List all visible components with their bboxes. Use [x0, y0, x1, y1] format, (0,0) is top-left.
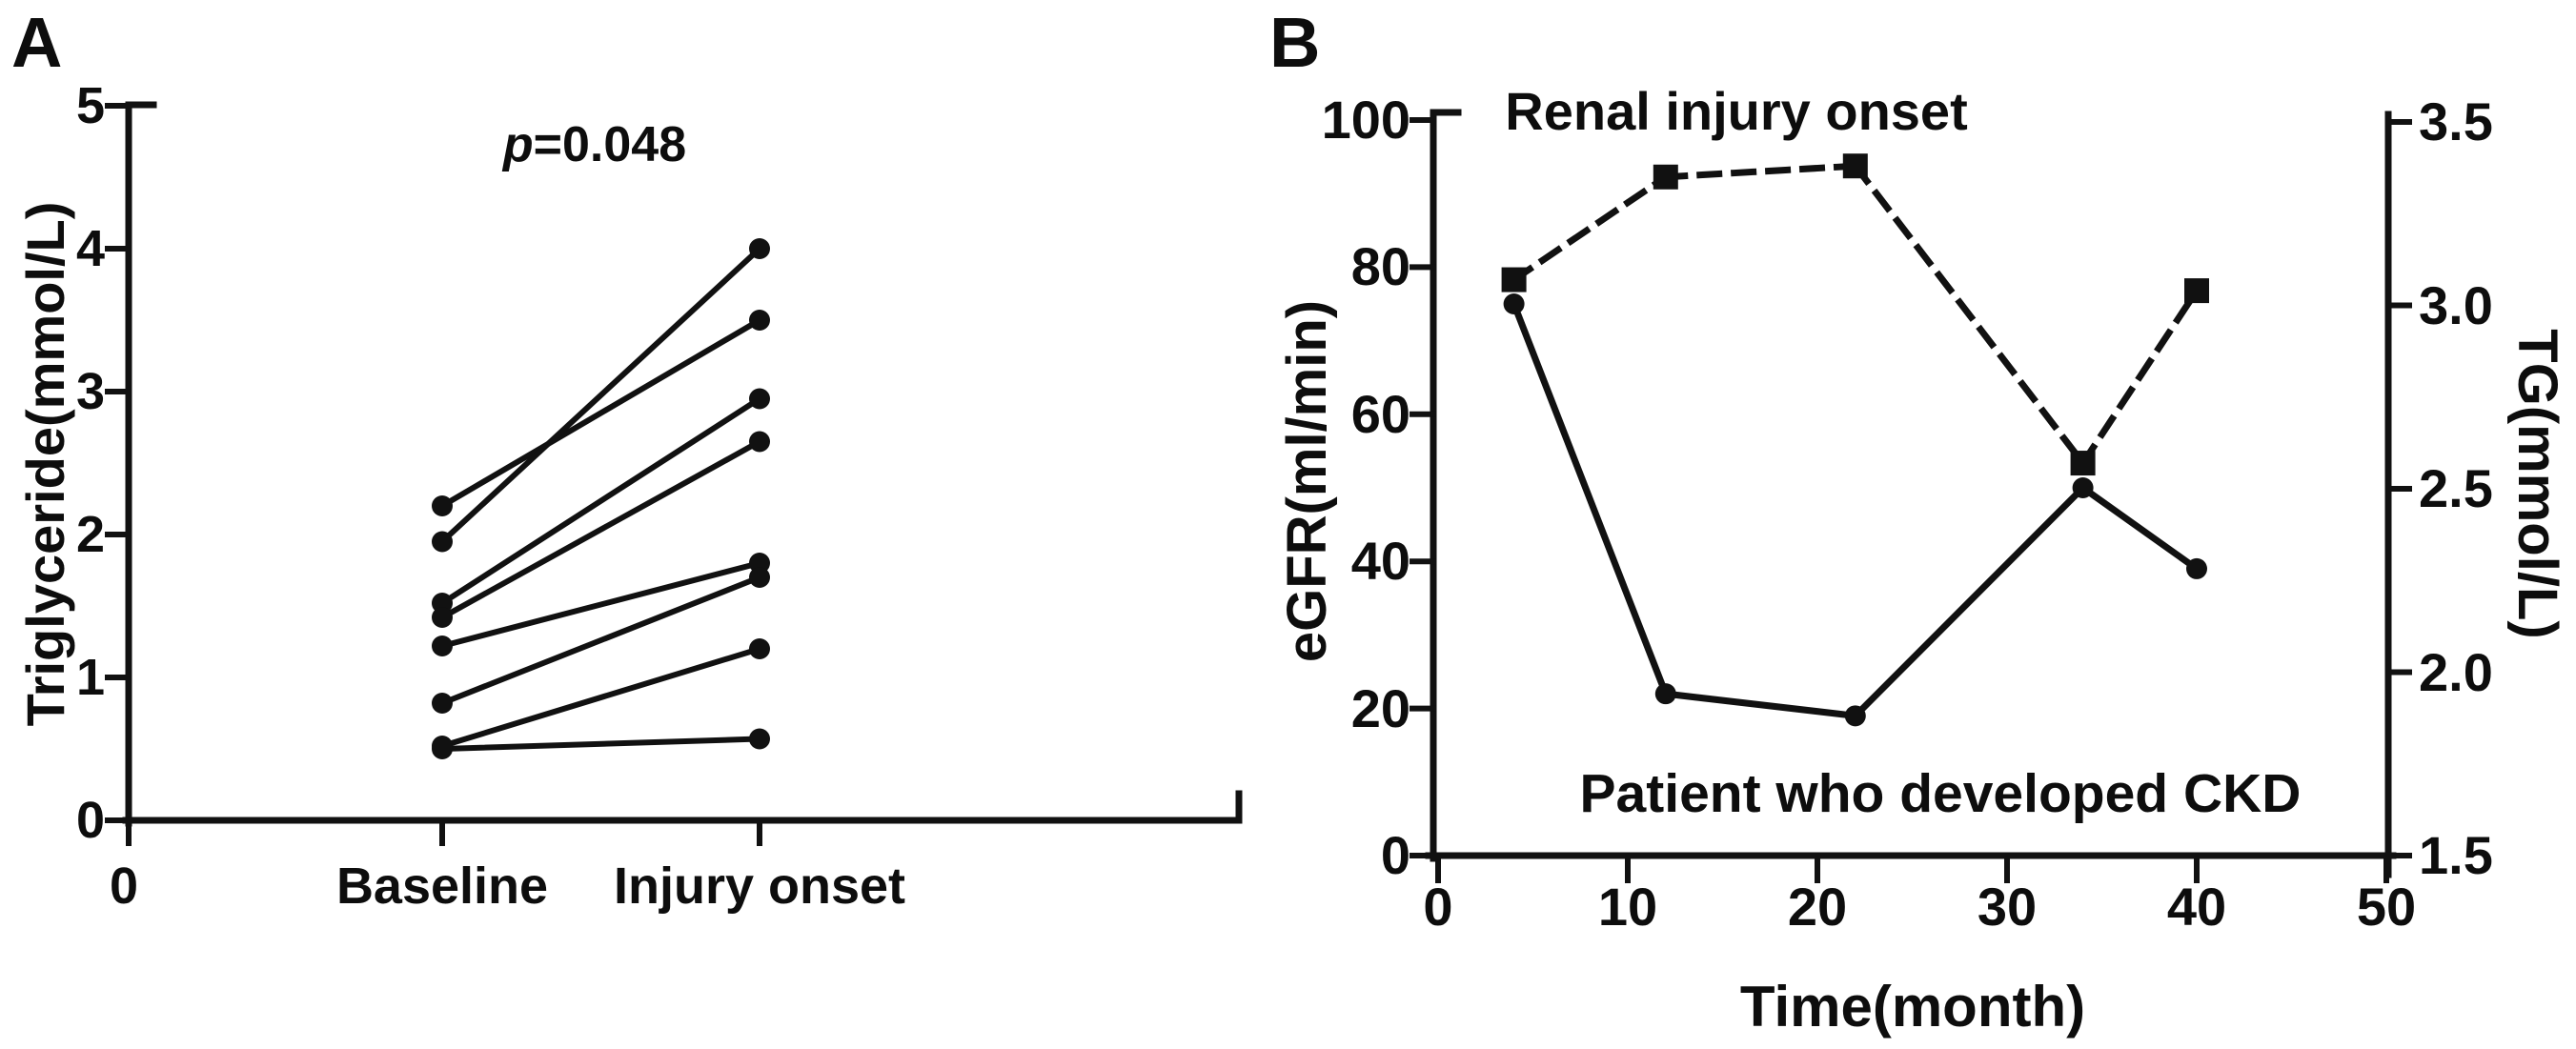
patient-injury-onset-point-8 [749, 728, 770, 750]
panel-b-x-axis-title: Time(month) [1739, 975, 2086, 1039]
panel-b-x-tick-label: 0 [1423, 877, 1453, 937]
egfr-series-segment [1850, 483, 2088, 721]
panel-b-left-tick-label: 40 [1350, 531, 1410, 592]
patient-baseline-point-5 [432, 635, 453, 656]
panel-b-left-tick-label: 20 [1350, 677, 1410, 738]
patient-baseline-point-8 [432, 738, 453, 759]
panel-b-tag: B [1269, 3, 1321, 82]
egfr-marker-2 [1654, 683, 1676, 705]
egfr-marker-1 [1503, 293, 1525, 314]
patient-baseline-point-6 [432, 693, 453, 714]
panel-b-left-tick-label: 60 [1350, 383, 1410, 444]
panel-a-y-tick-label: 0 [75, 792, 105, 849]
tg-marker-3 [1842, 153, 1868, 179]
patient-injury-onset-point-6 [749, 567, 770, 588]
egfr-marker-3 [1844, 705, 1866, 727]
panel-a-category-baseline: Baseline [335, 857, 549, 915]
egfr-marker-5 [2186, 557, 2207, 579]
tg-series-segment [1850, 161, 2088, 468]
panel-a-y-tick-label: 5 [75, 77, 105, 134]
egfr-series-segment [2078, 483, 2201, 574]
tg-marker-1 [1501, 267, 1527, 293]
panel-b-x-tick-label: 50 [2356, 877, 2417, 937]
patient-pair-line-2 [437, 244, 764, 546]
egfr-series-segment [1510, 299, 1671, 698]
ckd-annotation: Patient who developed CKD [1579, 763, 2302, 824]
patient-pair-line-1 [437, 315, 764, 511]
panel-b-x-tick-label: 20 [1787, 877, 1848, 937]
panel-b-left-tick-label: 80 [1350, 236, 1410, 297]
egfr-marker-4 [2072, 477, 2094, 498]
panel-a-category-injury-onset: Injury onset [613, 857, 906, 915]
patient-injury-onset-point-4 [749, 431, 770, 453]
patient-baseline-point-4 [432, 607, 453, 628]
patient-baseline-point-2 [432, 531, 453, 553]
egfr-series-segment [1661, 690, 1859, 720]
panel-b-left-tick-label: 100 [1321, 90, 1410, 150]
p-value-annotation: p=0.048 [502, 117, 687, 172]
panel-a-x-origin-label: 0 [109, 857, 139, 915]
patient-injury-onset-point-1 [749, 310, 770, 331]
patient-pair-line-8 [438, 736, 763, 753]
tg-marker-2 [1653, 164, 1678, 190]
tg-series-segment [1509, 171, 1671, 285]
tg-series-segment [2078, 286, 2201, 468]
panel-a-tag: A [11, 3, 63, 82]
panel-a-y-tick-label: 4 [75, 220, 105, 277]
patient-injury-onset-point-3 [749, 388, 770, 410]
patient-baseline-point-1 [432, 495, 453, 516]
patient-pair-line-7 [438, 645, 763, 750]
panel-b-right-tick-label: 3.0 [2419, 274, 2493, 335]
renal-injury-onset-annotation: Renal injury onset [1505, 81, 1968, 141]
patient-pair-line-3 [437, 394, 764, 608]
patient-pair-line-5 [438, 559, 763, 650]
patient-pair-line-4 [437, 437, 764, 622]
tg-series-segment [1662, 162, 1859, 181]
tg-marker-4 [2070, 451, 2096, 476]
panel-a-y-tick-label: 2 [75, 506, 105, 563]
patient-injury-onset-point-7 [749, 638, 770, 659]
patient-pair-line-6 [438, 574, 763, 707]
panel-b-x-tick-label: 10 [1597, 877, 1658, 937]
panel-b-x-tick-label: 40 [2166, 877, 2227, 937]
panel-b-left-tick-label: 0 [1380, 825, 1410, 885]
tg-marker-5 [2184, 278, 2209, 304]
panel-b-right-tick-label: 1.5 [2419, 825, 2493, 885]
panel-a-y-tick-label: 3 [75, 363, 105, 420]
panel-b-x-tick-label: 30 [1977, 877, 2038, 937]
panel-b-right-tick-label: 2.5 [2419, 458, 2493, 518]
panel-b-right-tick-label: 2.0 [2419, 641, 2493, 702]
panel-a-y-tick-label: 1 [75, 649, 105, 706]
panel-b-right-tick-label: 3.5 [2419, 91, 2493, 151]
patient-injury-onset-point-2 [749, 238, 770, 259]
